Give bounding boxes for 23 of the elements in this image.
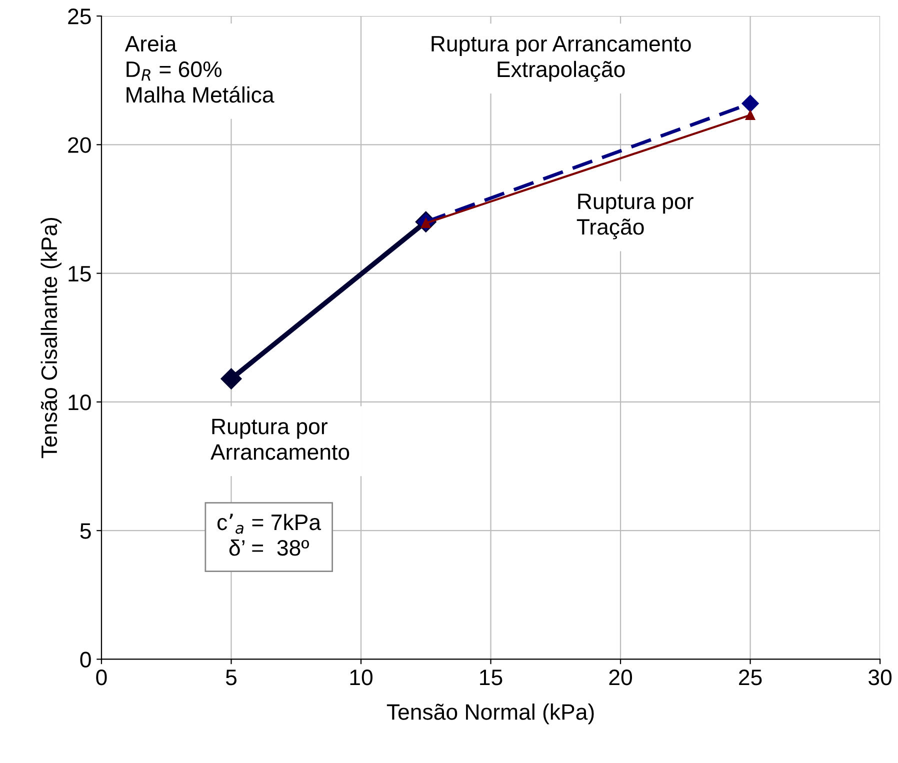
y-tick-label: 15 — [68, 266, 91, 282]
y-tick-label: 20 — [68, 137, 91, 153]
x-axis-title: Tensão Normal (kPa) — [386, 704, 594, 724]
y-tick-label: 25 — [68, 8, 91, 24]
annotation: Ruptura por Tração — [576, 194, 694, 240]
annotation: c’$_{a}$ = 7kPa δ’ = 38º — [217, 514, 322, 556]
x-tick-label: 30 — [868, 670, 892, 686]
annotation: Ruptura por Arrancamento — [210, 418, 350, 460]
x-tick-label: 0 — [96, 670, 107, 686]
y-axis-title: Tensão Cisalhante (kPa) — [40, 218, 62, 458]
point — [220, 368, 242, 390]
y-tick-label: 5 — [80, 523, 91, 539]
x-tick-label: 25 — [739, 670, 762, 686]
x-tick-label: 20 — [609, 670, 632, 686]
y-tick-label: 10 — [68, 394, 91, 410]
x-tick-label: 15 — [480, 670, 502, 686]
x-tick-label: 5 — [226, 670, 236, 686]
point — [745, 110, 756, 120]
annotation: Areia D$_{R}$ = 60% Malha Metálica — [124, 35, 274, 103]
y-tick-label: 0 — [80, 652, 91, 668]
point — [742, 94, 759, 112]
annotation: Ruptura por Arrancamento Extrapolação — [432, 36, 691, 82]
x-tick-label: 10 — [350, 670, 372, 686]
